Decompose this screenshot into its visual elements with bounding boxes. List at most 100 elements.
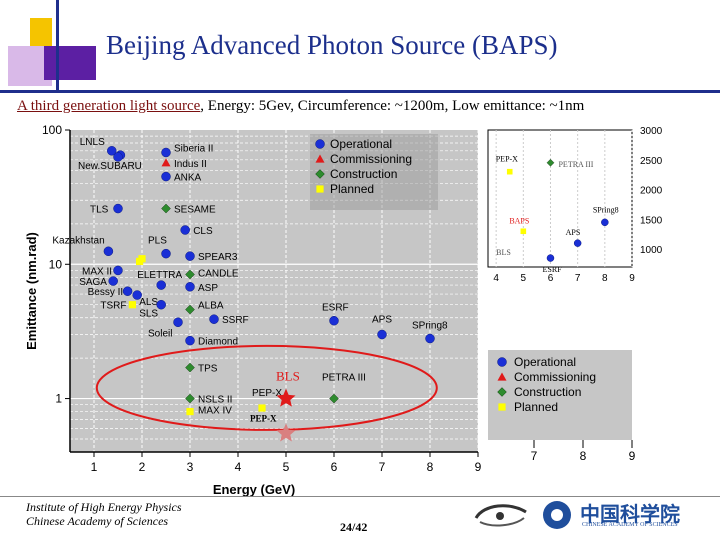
data-point-operational — [425, 333, 435, 344]
decor-purple-block — [44, 46, 96, 80]
legend-marker — [497, 387, 507, 397]
inset-point-label: PETRA III — [558, 160, 593, 169]
legend-box — [310, 134, 438, 210]
legend-marker — [315, 139, 325, 149]
point-label: ALS — [139, 297, 158, 308]
point-label: ASP — [198, 283, 218, 294]
point-label: SAGA — [79, 277, 107, 288]
data-point-operational — [161, 248, 171, 259]
inset-point-label: BAPS — [509, 216, 529, 225]
data-point-operational — [156, 299, 166, 310]
x-axis-label: Energy (GeV) — [213, 482, 295, 497]
legend-label: Commissioning — [514, 370, 596, 384]
lower-x-tick-label: 8 — [580, 449, 587, 463]
lower-legend-panel — [488, 350, 632, 440]
point-label: Soleil — [148, 328, 172, 339]
inset-point — [506, 168, 513, 175]
inset-point — [546, 158, 555, 167]
inset-y-tick: 1500 — [640, 215, 663, 226]
data-point-construction — [185, 393, 195, 404]
inset-x-tick: 9 — [629, 273, 635, 284]
point-label: ELETTRA — [137, 270, 182, 281]
institute-line-1: Institute of High Energy Physics — [26, 500, 182, 514]
data-point-operational — [185, 251, 195, 261]
y-tick-label: 10 — [49, 257, 63, 271]
data-point-commissioning — [161, 158, 171, 167]
point-label: New.SUBARU — [78, 161, 142, 172]
data-point-construction — [185, 269, 195, 280]
ihep-logo-icon — [474, 504, 527, 527]
x-tick-label: 7 — [379, 460, 386, 474]
data-point-operational — [108, 276, 118, 286]
inset-point — [520, 228, 527, 235]
slide-subtitle: A third generation light source, Energy:… — [17, 98, 584, 115]
data-point-operational — [173, 317, 183, 328]
cas-logo-text: 中国科学院 — [580, 504, 680, 526]
data-point-operational — [132, 290, 142, 300]
inset-point-label: SPring8 — [593, 205, 619, 214]
institute-line-2: Chinese Academy of Sciences — [26, 514, 169, 528]
point-label: APS — [372, 314, 392, 325]
y-tick-label: 100 — [42, 123, 62, 137]
data-point-operational — [113, 203, 123, 214]
point-label: Kazakhstan — [52, 235, 104, 246]
inset-x-tick: 5 — [521, 273, 527, 284]
x-tick-label: 3 — [187, 460, 194, 474]
inset-x-tick: 8 — [602, 273, 608, 284]
point-label: TLS — [90, 205, 109, 216]
point-label: MAX IV — [198, 406, 232, 417]
point-label: SLS — [139, 309, 158, 320]
inset-y-tick: 2000 — [640, 186, 663, 197]
inset-y-tick: 2500 — [640, 156, 663, 167]
inset-point — [601, 218, 609, 227]
data-point-operational — [113, 265, 123, 276]
y-axis-label: Emittance (nm.rad) — [24, 232, 39, 350]
legend-label: Planned — [330, 182, 374, 196]
point-label: CLS — [193, 226, 213, 237]
x-tick-label: 8 — [427, 460, 434, 474]
legend-marker — [316, 185, 324, 193]
y-tick-label: 1 — [55, 392, 62, 406]
title-underline-rule — [0, 90, 720, 93]
inset-plot — [487, 129, 633, 268]
footer-rule — [0, 496, 720, 497]
institute-block: Institute of High Energy Physics Chinese… — [26, 500, 182, 528]
x-tick-label: 2 — [139, 460, 146, 474]
data-point-construction — [185, 304, 195, 315]
lower-x-tick-label: 7 — [531, 449, 538, 463]
point-label: Siberia II — [174, 143, 213, 154]
point-label: Indus II — [174, 159, 207, 170]
data-point-planned — [128, 301, 136, 309]
inset-x-tick: 4 — [493, 273, 499, 284]
data-point-operational — [156, 280, 166, 290]
inset-point — [546, 254, 555, 262]
data-point-construction — [185, 362, 195, 373]
x-tick-label: 9 — [475, 460, 482, 474]
annotation-label: PEP-X — [250, 413, 277, 423]
point-label: CANDLE — [198, 268, 239, 279]
legend-label: Commissioning — [330, 152, 412, 166]
page-number: 24/42 — [340, 520, 368, 534]
data-point-planned — [186, 407, 194, 416]
point-label: LNLS — [80, 137, 105, 148]
inset-point-label: PEP-X — [496, 155, 518, 164]
point-label: TSRF — [100, 301, 126, 312]
cas-emblem-icon — [543, 501, 571, 529]
data-point-planned — [258, 404, 266, 412]
point-label: PEP-X — [252, 388, 282, 399]
x-tick-label: 4 — [235, 460, 242, 474]
point-label: ALBA — [198, 301, 224, 312]
point-label: PETRA III — [322, 373, 366, 384]
subtitle-lead: A third generation light source — [17, 98, 201, 114]
inset-point-label: BLS — [496, 248, 511, 257]
point-label: ESRF — [322, 303, 349, 314]
point-label: Diamond — [198, 337, 238, 348]
data-point-operational — [180, 225, 190, 235]
point-label: SPEAR3 — [198, 252, 238, 263]
point-label: MAX II — [82, 266, 112, 277]
legend-marker — [497, 357, 507, 367]
data-point-operational — [161, 147, 171, 158]
highlight-ellipse — [95, 344, 438, 431]
data-point-operational — [329, 315, 339, 326]
data-point-operational — [113, 152, 123, 162]
